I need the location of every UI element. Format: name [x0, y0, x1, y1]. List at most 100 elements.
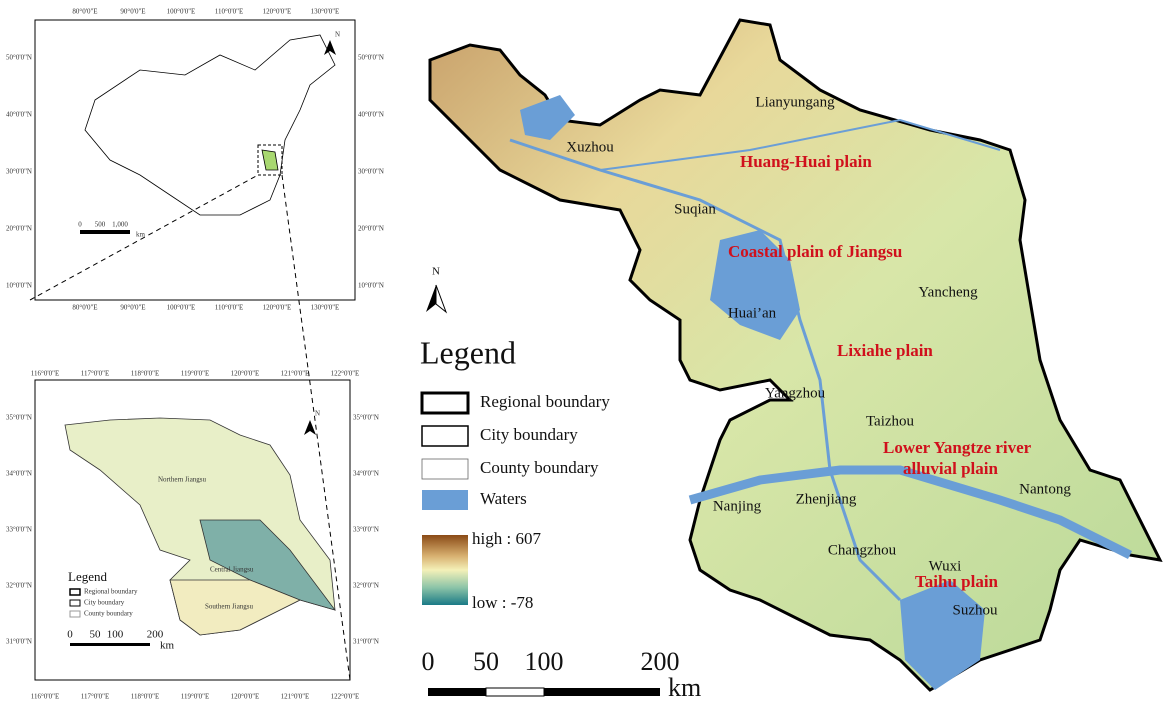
- lat-label: 34°0'0"N: [6, 470, 32, 478]
- city-label: Yancheng: [918, 284, 978, 300]
- north-label: N: [315, 410, 320, 418]
- city-label: Nantong: [1019, 481, 1071, 497]
- yangtze-river: [688, 465, 1133, 560]
- region-label: Northern Jiangsu: [158, 476, 207, 484]
- leader-line: [281, 174, 351, 681]
- lon-label: 80°0'0"E: [72, 304, 97, 312]
- scale-bar: [70, 643, 150, 646]
- scale-bar: [544, 688, 660, 696]
- legend-swatch: [421, 458, 469, 480]
- lat-label: 31°0'0"N: [6, 638, 32, 646]
- scale-label: 0: [78, 221, 82, 229]
- lat-label: 20°0'0"N: [6, 225, 32, 233]
- river: [599, 118, 1001, 171]
- legend-item: County boundary: [84, 610, 133, 618]
- china-outline: [84, 34, 336, 216]
- lon-label: 118°0'0"E: [131, 370, 159, 378]
- lon-label: 116°0'0"E: [31, 370, 59, 378]
- lon-label: 117°0'0"E: [81, 370, 109, 378]
- legend-item: Regional boundary: [84, 588, 138, 596]
- legend-title: Legend: [420, 334, 516, 370]
- lon-label: 130°0'0"E: [311, 8, 340, 16]
- southern-jiangsu: [169, 579, 301, 636]
- lat-label: 30°0'0"N: [358, 168, 384, 176]
- legend-swatch: [69, 610, 81, 618]
- city-label: Nanjing: [713, 498, 762, 514]
- region-label: Coastal plain of Jiangsu: [728, 242, 902, 261]
- region-label: Lower Yangtze river: [883, 438, 1032, 457]
- jiangsu-map: [428, 18, 1163, 692]
- lon-label: 110°0'0"E: [215, 8, 243, 16]
- elevation-low: low : -78: [472, 593, 533, 612]
- region-label: Southern Jiangsu: [205, 603, 254, 611]
- leader-line: [29, 174, 259, 301]
- legend-swatch: [421, 425, 469, 447]
- legend-swatch: [69, 588, 81, 596]
- city-label: Yangzhou: [765, 385, 826, 401]
- lat-label: 30°0'0"N: [6, 168, 32, 176]
- north-arrow: [435, 284, 448, 314]
- region-label: Taihu plain: [915, 572, 999, 591]
- lat-label: 31°0'0"N: [353, 638, 379, 646]
- lat-label: 32°0'0"N: [6, 582, 32, 590]
- lon-label: 130°0'0"E: [311, 304, 340, 312]
- lon-label: 118°0'0"E: [131, 693, 159, 701]
- legend-swatch: [420, 391, 470, 415]
- lon-label: 110°0'0"E: [215, 304, 243, 312]
- scale-label: 100: [525, 647, 564, 676]
- central-jiangsu: [199, 519, 337, 611]
- city-label: Changzhou: [828, 542, 897, 558]
- river: [509, 138, 902, 602]
- city-label: Taizhou: [866, 413, 915, 429]
- lat-label: 32°0'0"N: [353, 582, 379, 590]
- legend-swatch: [69, 599, 81, 607]
- lat-label: 35°0'0"N: [6, 414, 32, 422]
- inset-frame: [34, 379, 351, 681]
- lat-label: 10°0'0"N: [358, 282, 384, 290]
- lat-label: 20°0'0"N: [358, 225, 384, 233]
- lat-label: 50°0'0"N: [6, 54, 32, 62]
- lat-label: 33°0'0"N: [353, 526, 379, 534]
- legend-item: County boundary: [480, 458, 599, 477]
- lon-label: 80°0'0"E: [72, 8, 97, 16]
- lon-label: 90°0'0"E: [120, 304, 145, 312]
- north-label: N: [335, 31, 340, 39]
- lon-label: 119°0'0"E: [181, 370, 209, 378]
- lon-label: 119°0'0"E: [181, 693, 209, 701]
- scale-unit: km: [160, 640, 175, 652]
- lat-label: 33°0'0"N: [6, 526, 32, 534]
- lon-label: 122°0'0"E: [331, 370, 360, 378]
- city-label: Suqian: [674, 201, 716, 217]
- lon-label: 120°0'0"E: [263, 8, 292, 16]
- lat-label: 35°0'0"N: [353, 414, 379, 422]
- waters: [900, 580, 985, 690]
- scale-label: 200: [147, 629, 164, 641]
- city-label: Suzhou: [953, 602, 999, 618]
- city-label: Zhenjiang: [796, 491, 857, 507]
- scale-unit: km: [668, 673, 701, 702]
- city-label: Wuxi: [929, 558, 962, 574]
- lon-label: 117°0'0"E: [81, 693, 109, 701]
- scale-unit: km: [136, 231, 146, 239]
- lon-label: 120°0'0"E: [231, 693, 260, 701]
- north-label: N: [432, 266, 440, 278]
- elevation-high: high : 607: [472, 529, 541, 548]
- scale-label: 1,000: [112, 221, 128, 229]
- city-label: Lianyungang: [755, 94, 835, 110]
- waters: [710, 230, 800, 340]
- scale-bar: [485, 687, 545, 697]
- lat-label: 10°0'0"N: [6, 282, 32, 290]
- north-arrow: [426, 285, 436, 312]
- scale-label: 200: [641, 647, 680, 676]
- jiangsu-highlight: [261, 149, 279, 171]
- scale-bar: [80, 230, 130, 234]
- scale-label: 0: [67, 629, 73, 641]
- lat-label: 50°0'0"N: [358, 54, 384, 62]
- legend-item: Regional boundary: [480, 392, 610, 411]
- lat-label: 40°0'0"N: [6, 111, 32, 119]
- lon-label: 116°0'0"E: [31, 693, 59, 701]
- north-arrow: [324, 40, 336, 55]
- lon-label: 90°0'0"E: [120, 8, 145, 16]
- elevation-colorbar: [422, 535, 468, 605]
